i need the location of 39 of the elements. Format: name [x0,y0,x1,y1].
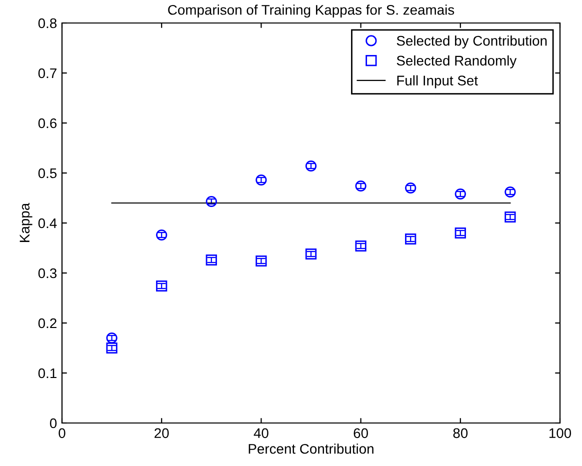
x-axis-title: Percent Contribution [248,444,374,454]
x-tick-label: 40 [254,428,268,438]
x-tick-label: 100 [549,428,572,438]
y-tick-label: 0.6 [38,118,57,128]
y-axis-title: Kappa [20,202,32,242]
point [504,211,516,223]
point [305,248,317,260]
y-tick-label: 0.8 [38,18,57,28]
point [256,255,267,267]
chart-title: Comparison of Training Kappas for S. zeamais [168,4,454,18]
x-tick-label: 60 [354,428,368,438]
point [355,240,366,252]
point [504,186,516,198]
point [405,233,416,245]
point [106,342,118,354]
point [454,188,466,200]
point [355,180,366,192]
x-tick-label: 20 [154,428,169,438]
x-tick-label: 0 [58,428,66,438]
legend-label: Selected Randomly [396,55,517,68]
x-tick-label: 80 [453,428,468,438]
point [156,229,168,241]
point [305,160,317,172]
y-tick-label: 0.5 [38,168,57,178]
point [405,182,416,194]
legend-label: Full Input Set [397,75,478,88]
point [206,196,217,208]
point [454,227,466,239]
y-tick-label: 0.3 [38,268,57,278]
y-tick-label: 0.7 [38,68,56,78]
y-tick-label: 0.4 [38,218,57,228]
point [106,332,118,344]
y-tick-label: 0.2 [38,318,56,328]
legend-label: Selected by Contribution [396,36,547,48]
y-tick-label: 0.1 [38,368,56,378]
point [156,280,168,292]
y-tick-label: 0 [50,418,57,428]
point [206,254,217,266]
point [256,174,267,186]
